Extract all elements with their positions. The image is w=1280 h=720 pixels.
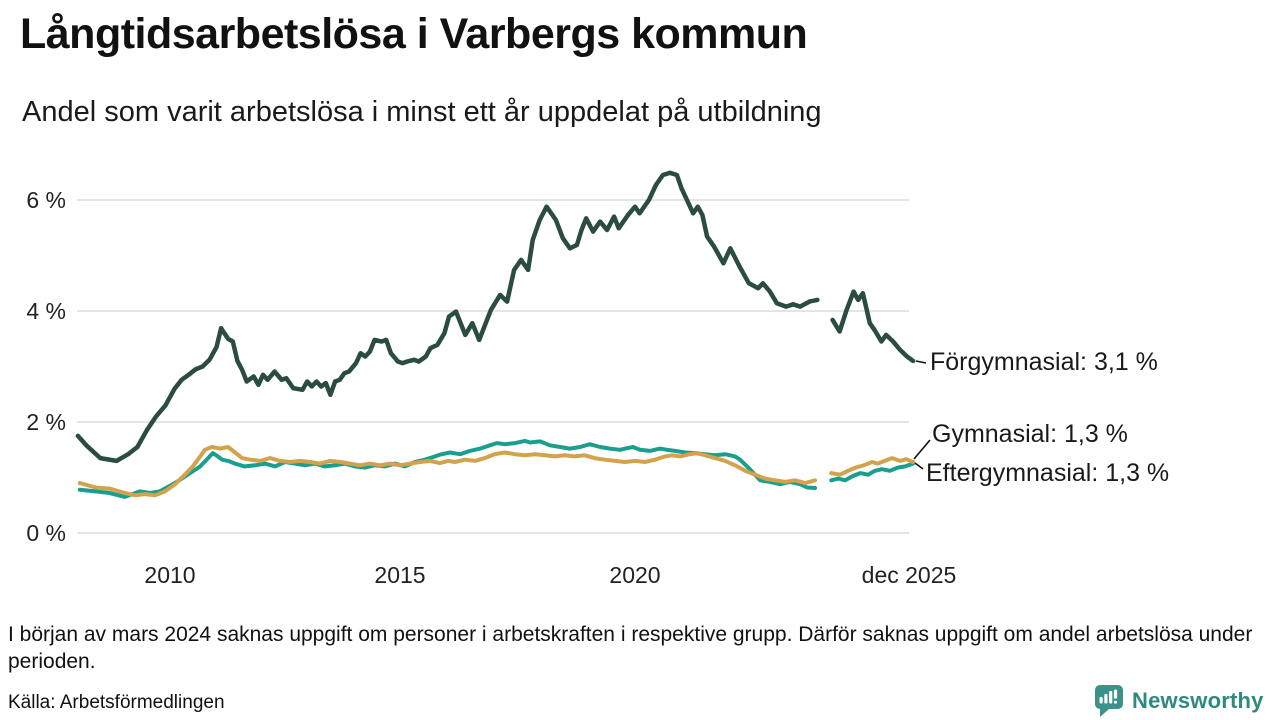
newsworthy-wordmark: Newsworthy — [1132, 687, 1264, 713]
x-tick-label-dec-2025: dec 2025 — [862, 562, 957, 588]
annotation-label-eftergymnasial: Eftergymnasial: 1,3 % — [926, 459, 1169, 487]
annotation-label-gymnasial: Gymnasial: 1,3 % — [932, 420, 1128, 448]
y-tick-label-2: 2 % — [26, 409, 66, 435]
chart-title: Långtidsarbetslösa i Varbergs kommun — [20, 10, 808, 58]
x-tick-label-2015: 2015 — [374, 562, 425, 588]
chart-subtitle: Andel som varit arbetslösa i minst ett å… — [22, 96, 822, 128]
gridlines — [77, 199, 909, 534]
newsworthy-logo: Newsworthy — [1094, 684, 1264, 717]
footnote-text: I början av mars 2024 saknas uppgift om … — [8, 623, 1253, 673]
annotation-label-forgymnasial: Förgymnasial: 3,1 % — [930, 348, 1158, 376]
x-tick-label-2010: 2010 — [144, 562, 195, 588]
annotation-connector-eftergymnasial — [914, 462, 924, 470]
annotation-connector-gymnasial — [913, 439, 931, 460]
newsworthy-icon — [1095, 685, 1123, 717]
y-tick-label-6: 6 % — [26, 187, 66, 213]
annotation-connector-forgymnasial — [915, 360, 927, 364]
series-line-eftergymnasial — [77, 445, 916, 498]
y-tick-label-0: 0 % — [26, 520, 66, 546]
source-text: Källa: Arbetsförmedlingen — [8, 692, 225, 713]
x-tick-label-2020: 2020 — [609, 562, 660, 588]
series-line-forgymnasial — [75, 170, 916, 464]
y-tick-label-4: 4 % — [26, 298, 66, 324]
